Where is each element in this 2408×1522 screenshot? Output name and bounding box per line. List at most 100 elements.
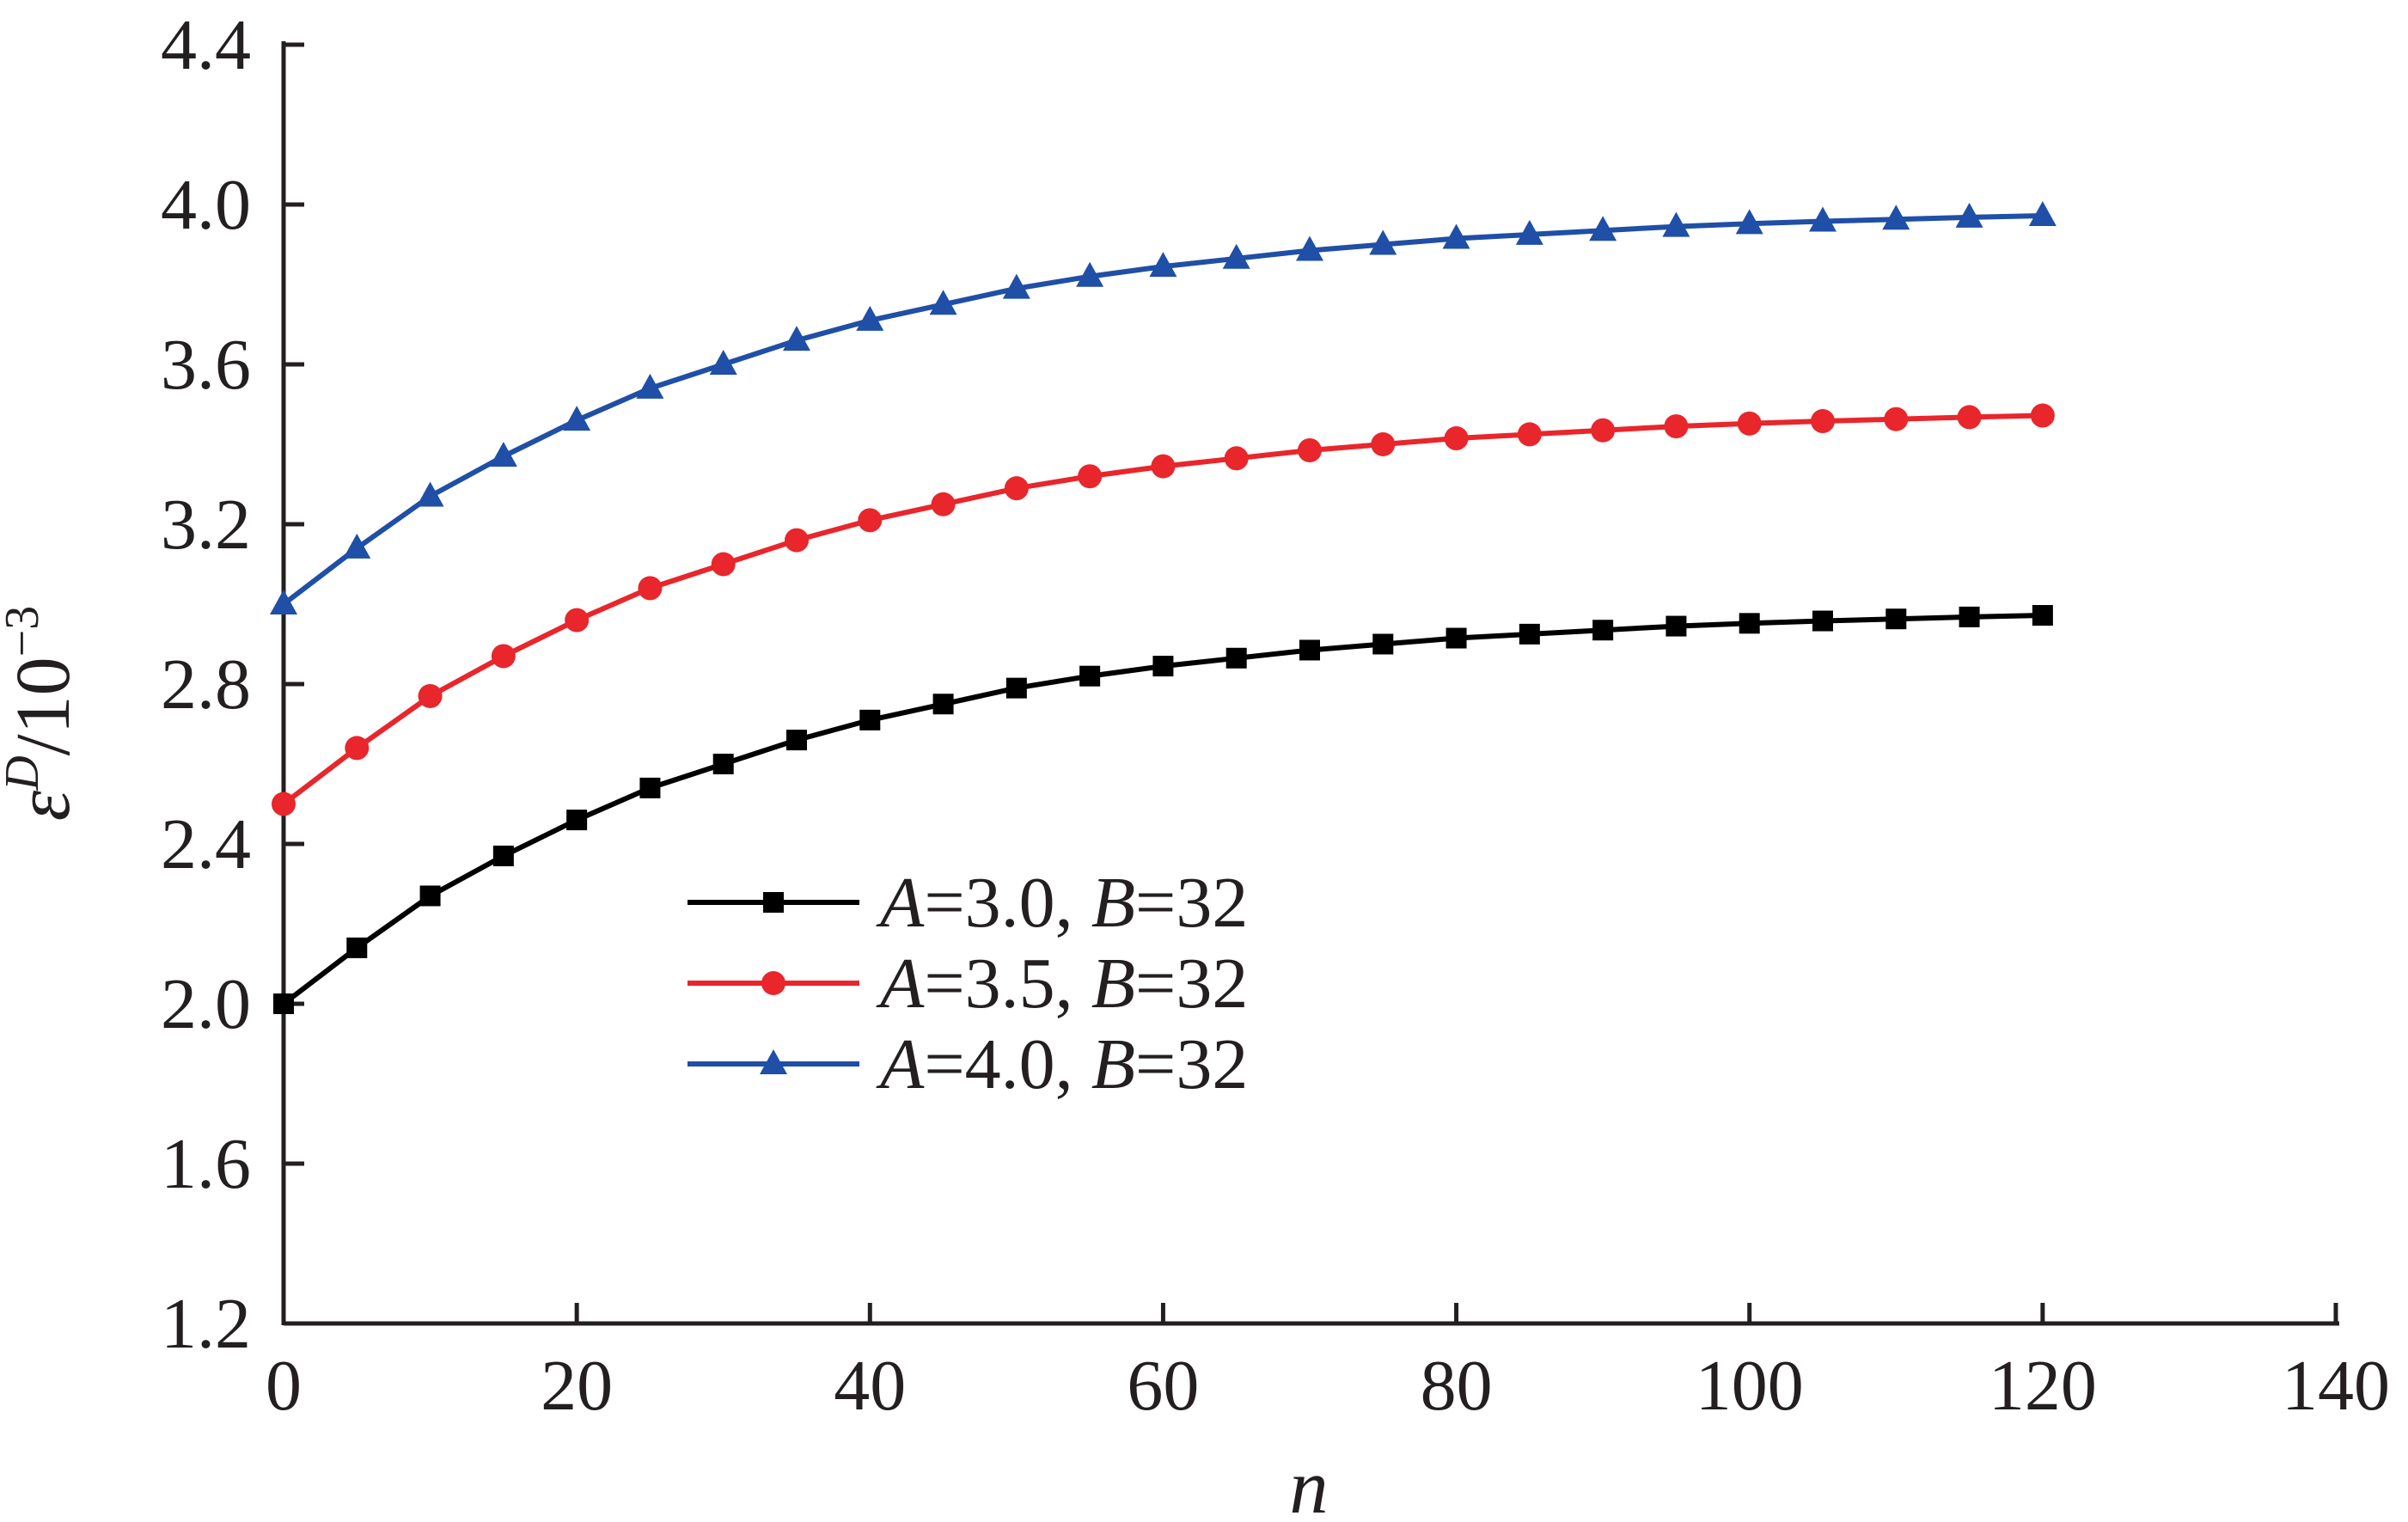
data-point-marker [1222,243,1250,269]
y-axis-title-superscript: D [0,755,49,791]
data-point-marker [273,993,294,1014]
data-point-marker [712,754,734,774]
legend-label-part: A [876,944,925,1024]
data-point-marker [1737,411,1762,436]
legend: A=3.0, B=32A=3.5, B=32A=4.0, B=32 [688,863,1248,1104]
data-point-marker [1002,273,1030,299]
data-point-marker [638,576,663,601]
data-point-marker [566,810,588,831]
data-point-marker [1665,615,1687,637]
data-point-marker [345,736,370,761]
data-point-marker [636,373,664,399]
data-point-marker [1004,476,1029,501]
data-point-marker [418,683,443,708]
y-tick-label: 2.0 [161,964,251,1044]
data-point-marker [1664,414,1689,439]
data-point-marker [1589,216,1617,241]
x-tick-label: 20 [541,1346,613,1426]
data-point-marker [489,441,517,467]
x-tick-label: 140 [2282,1346,2390,1426]
data-point-marker [1885,608,1907,630]
y-tick-label: 2.8 [161,645,251,724]
x-tick-label: 100 [1696,1346,1804,1426]
data-point-marker [1444,426,1469,451]
data-point-marker [932,694,954,715]
data-point-marker [1515,219,1543,245]
legend-label-part: B [1091,863,1135,943]
y-axis-title: εD/10−3 [0,606,86,822]
data-point-marker [1371,432,1396,456]
legend-item: A=3.0, B=32 [688,863,1248,943]
y-tick-label: 3.6 [161,325,251,405]
data-point-marker [1079,665,1101,687]
legend-label-part: A [876,863,925,943]
legend-label-part: =3.5, [924,944,1091,1024]
data-point-marker [929,290,957,315]
data-point-marker [1445,627,1467,649]
y-tick-label: 4.4 [161,5,251,85]
data-point-marker [1592,620,1614,641]
y-axis-title-exponent: −3 [0,606,49,657]
legend-label-part: =3.0, [924,863,1091,943]
data-point-marker [272,792,296,816]
data-point-marker [1519,623,1540,645]
data-point-marker [1517,422,1542,447]
data-point-marker [785,528,809,553]
data-point-marker [931,492,956,517]
legend-item: A=3.5, B=32 [688,944,1248,1024]
data-point-marker [709,350,737,375]
data-point-marker [1299,639,1320,661]
y-tick-label: 1.2 [161,1284,251,1364]
data-point-marker [1151,454,1176,479]
data-point-marker [491,644,516,669]
data-point-marker [2028,201,2057,227]
data-point-marker [1735,209,1763,235]
legend-label-part: A [876,1024,925,1104]
y-tick-label: 3.2 [161,485,251,565]
legend-marker [761,971,785,995]
data-point-marker [786,730,807,751]
y-tick-label: 4.0 [161,165,251,245]
series-layer [270,201,2057,1014]
data-point-marker [856,305,884,331]
data-point-marker [563,406,591,431]
data-point-marker [1225,647,1247,669]
data-point-marker [711,552,736,577]
legend-label: A=3.5, B=32 [876,944,1248,1024]
data-point-marker [1882,205,1910,230]
legend-label: A=4.0, B=32 [876,1024,1248,1104]
data-point-marker [1078,464,1103,489]
series-1 [273,605,2053,1014]
x-tick-label: 120 [1989,1346,2097,1426]
data-point-marker [1591,418,1616,443]
data-point-marker [565,608,590,633]
y-tick-label: 1.6 [161,1124,251,1204]
data-point-marker [1076,261,1104,287]
data-point-marker [2030,403,2055,428]
data-point-marker [783,326,810,351]
data-point-marker [1296,235,1323,261]
data-point-marker [2032,605,2053,627]
data-point-marker [416,481,444,507]
legend-label-part: =4.0, [924,1024,1091,1104]
data-point-marker [1298,437,1322,462]
data-point-marker [1224,446,1249,471]
data-point-marker [1152,656,1174,677]
legend-label-part: =32 [1135,863,1248,943]
data-point-marker [639,777,661,798]
data-point-marker [1955,202,1983,228]
data-point-marker [343,533,371,559]
data-point-marker [858,508,883,533]
data-point-marker [1372,633,1394,655]
data-point-marker [1959,606,1980,627]
x-tick-label: 80 [1421,1346,1493,1426]
data-point-marker [1149,252,1177,278]
y-axis-title-unit: /10 [1,657,86,755]
data-point-marker [270,590,297,614]
x-tick-label: 60 [1127,1346,1199,1426]
data-point-marker [1662,211,1690,237]
data-point-marker [1884,406,1909,431]
data-point-marker [1005,677,1027,699]
x-axis-ticks: 0 20 40 60 80 100 120 140 [266,1303,2390,1426]
series-2 [272,403,2055,816]
